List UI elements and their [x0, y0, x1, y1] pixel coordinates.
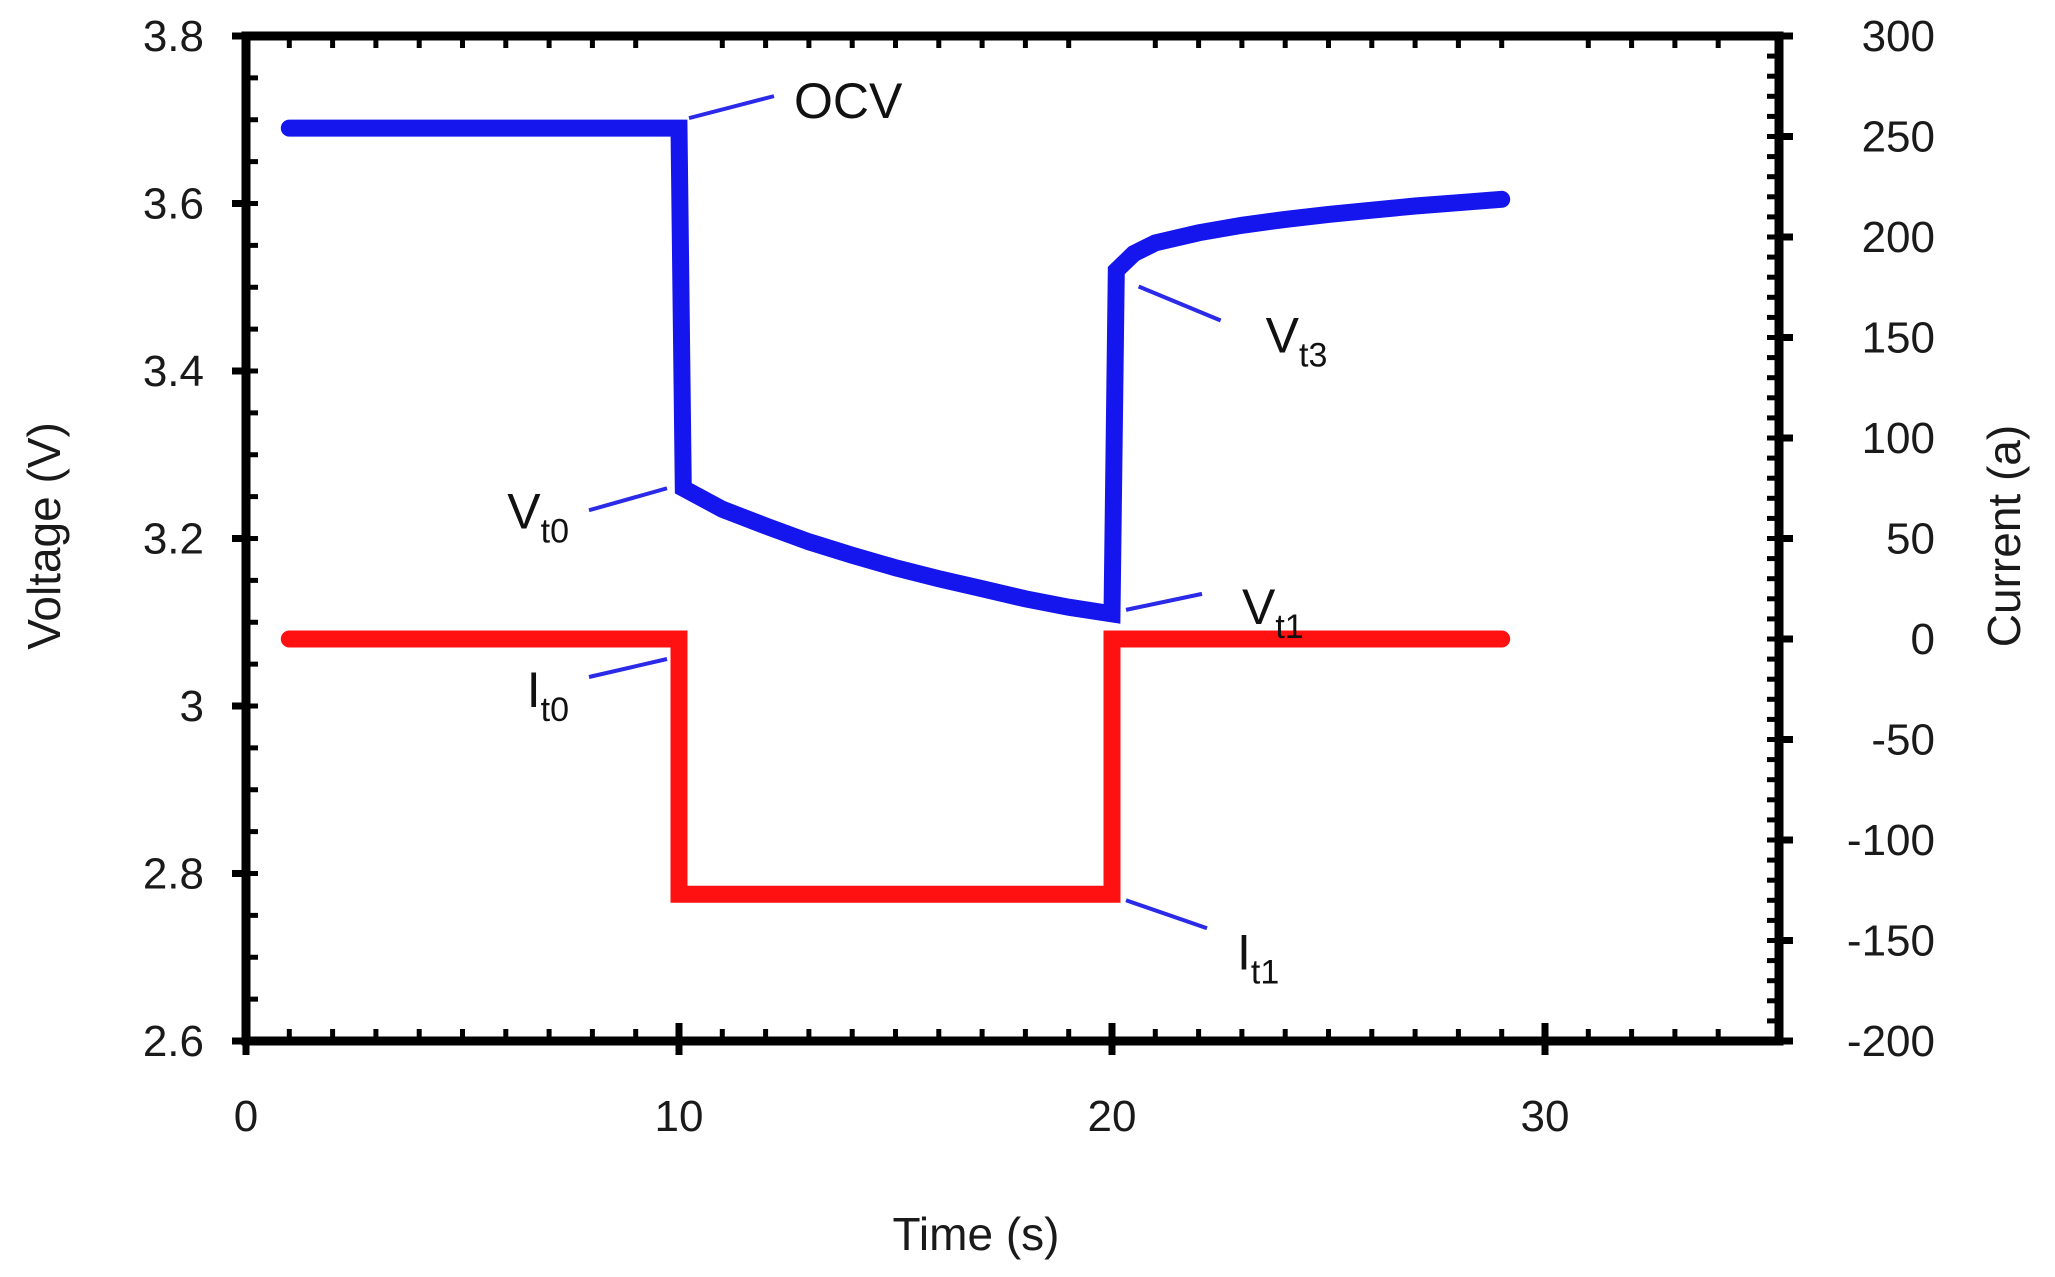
annotation-subscript: t1 [1275, 608, 1303, 646]
x-tick-label: 10 [655, 1092, 704, 1141]
x-tick-label: 0 [234, 1092, 258, 1141]
annotation-main: V [507, 483, 541, 539]
y2-tick-label: -50 [1871, 716, 1935, 765]
tick-labels: 0 10 20 30 2.6 2.8 3 3.2 3.4 3.6 3.8 -200 -150 -100 -5… [143, 12, 1935, 1141]
annotation-leader [1125, 591, 1203, 612]
x-tick-label: 30 [1521, 1092, 1570, 1141]
y2-tick-label: -200 [1847, 1017, 1935, 1066]
annotation-subscript: t0 [541, 512, 569, 550]
annotation-main: I [1237, 924, 1251, 980]
annotation-leader [588, 657, 668, 679]
annotation-main: I [527, 662, 541, 718]
x-tick-label: 20 [1088, 1092, 1137, 1141]
major-ticks [232, 32, 1793, 1055]
annotation-leader [588, 486, 668, 513]
annotation-subscript: t0 [541, 691, 569, 729]
series-line-current [280, 630, 1511, 903]
annotation-main: V [1242, 579, 1276, 635]
annotation-label: It1 [1237, 924, 1279, 991]
y-tick-label: 3.6 [143, 180, 204, 229]
annotation-label: Vt3 [1266, 308, 1328, 375]
annotation-main: OCV [794, 73, 903, 129]
y2-tick-label: -100 [1847, 816, 1935, 865]
annotation-label: Vt1 [1242, 579, 1304, 646]
y2-tick-label: 250 [1862, 113, 1935, 162]
annotation-main: V [1266, 308, 1300, 364]
annotation-label: OCV [794, 73, 903, 129]
y-axis-title: Voltage (V) [18, 422, 70, 650]
annotation-leader [1125, 898, 1208, 931]
y-tick-label: 3 [180, 682, 204, 731]
y2-tick-label: 0 [1911, 615, 1935, 664]
y-tick-label: 3.4 [143, 347, 204, 396]
y-tick-label: 2.6 [143, 1017, 204, 1066]
y2-tick-label: 200 [1862, 213, 1935, 262]
series-line-voltage [280, 119, 1511, 624]
y-tick-label: 3.2 [143, 515, 204, 564]
y2-tick-label: 50 [1886, 515, 1935, 564]
annotation-leader [1137, 284, 1222, 323]
y2-tick-label: 300 [1862, 12, 1935, 61]
annotation-subscript: t1 [1251, 953, 1279, 991]
y2-tick-label: -150 [1847, 917, 1935, 966]
annotation-label: It0 [527, 662, 569, 729]
y2-tick-label: 100 [1862, 414, 1935, 463]
series-layer [280, 119, 1511, 903]
annotation-label: Vt0 [507, 483, 569, 550]
annotation-subscript: t3 [1299, 337, 1327, 375]
annotation-leader [688, 94, 775, 121]
x-axis-title: Time (s) [893, 1208, 1060, 1260]
y-tick-label: 2.8 [143, 850, 204, 899]
y-tick-label: 3.8 [143, 12, 204, 61]
y2-axis-title: Current (a) [1978, 425, 2030, 647]
y2-tick-label: 150 [1862, 314, 1935, 363]
